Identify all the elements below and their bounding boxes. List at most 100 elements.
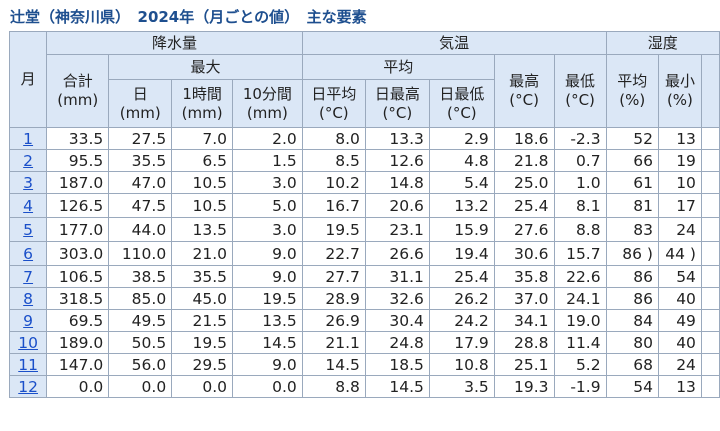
month-link[interactable]: 9 <box>23 311 34 330</box>
precip-day-label: 日 <box>132 84 148 103</box>
data-cell: 28.9 <box>301 287 366 310</box>
table-row: 12 0.0 0.0 0.0 0.0 8.8 14.5 3.5 19.3 -1.9 54 13 <box>8 375 720 398</box>
temp-day-mean-header: 日平均 (°C) <box>301 79 366 128</box>
data-cell: 47.0 <box>108 171 173 194</box>
precip-total-label: 合計 <box>62 72 93 90</box>
data-cell: 22.6 <box>553 265 607 288</box>
data-cell: 14.5 <box>364 375 430 398</box>
data-cell: 7.0 <box>171 127 234 150</box>
temp-max-unit: (°C) <box>509 91 539 109</box>
temp-day-max-label: 日最高 <box>374 84 420 103</box>
month-link[interactable]: 7 <box>23 267 34 286</box>
month-link[interactable]: 10 <box>18 333 38 352</box>
precip-total-unit: (mm) <box>57 91 99 109</box>
data-cell: 52 <box>605 127 659 150</box>
month-link[interactable]: 1 <box>23 129 34 148</box>
data-cell: 28.8 <box>493 331 555 354</box>
data-cell: 86 <box>605 265 659 288</box>
data-cell: 9.0 <box>232 241 303 266</box>
data-cell: 187.0 <box>46 171 110 194</box>
precip-total-header: 合計 (mm) <box>46 54 110 128</box>
precip-10m-header: 10分間 (mm) <box>232 79 303 128</box>
table-row: 11 147.0 56.0 29.5 9.0 14.5 18.5 10.8 25.1 5.2 68 2… <box>8 353 720 376</box>
truncated-cell <box>700 241 720 266</box>
month-link[interactable]: 6 <box>23 244 34 263</box>
data-cell: 10.2 <box>301 171 366 194</box>
data-cell: 25.4 <box>428 265 495 288</box>
data-cell: 13 <box>657 375 702 398</box>
month-link[interactable]: 11 <box>18 355 38 374</box>
data-cell: 54 <box>605 375 659 398</box>
month-cell: 1 <box>8 127 48 150</box>
humidity-min-label: 最小 <box>664 72 695 90</box>
month-link[interactable]: 3 <box>23 173 34 192</box>
month-cell: 12 <box>8 375 48 398</box>
truncated-cell <box>700 331 720 354</box>
data-cell: 23.1 <box>364 217 430 242</box>
month-link[interactable]: 5 <box>23 220 34 239</box>
data-cell: 9.0 <box>232 353 303 376</box>
data-cell: 10.5 <box>171 171 234 194</box>
table-row: 8 318.5 85.0 45.0 19.5 28.9 32.6 26.2 37.0 24.1 86… <box>8 287 720 310</box>
data-cell: 25.0 <box>493 171 555 194</box>
temperature-group-header: 気温 <box>301 31 607 55</box>
data-cell: 24.8 <box>364 331 430 354</box>
data-cell: 0.0 <box>108 375 173 398</box>
temp-min-header: 最低 (°C) <box>553 54 607 128</box>
month-link[interactable]: 12 <box>18 377 38 396</box>
month-link[interactable]: 4 <box>23 196 34 215</box>
data-cell: 3.0 <box>232 171 303 194</box>
table-row: 5 177.0 44.0 13.5 3.0 19.5 23.1 15.9 27.6 8.8 83 24 <box>8 217 720 242</box>
truncated-cell <box>700 193 720 218</box>
data-cell: 27.5 <box>108 127 173 150</box>
truncated-cell <box>700 171 720 194</box>
precip-1h-label: 1時間 <box>182 84 222 103</box>
monthly-data-body: 1 33.5 27.5 7.0 2.0 8.0 13.3 2.9 18.6 -2.3 52 13 2 95… <box>8 127 720 398</box>
precip-day-unit: (mm) <box>119 103 161 122</box>
data-cell: 31.1 <box>364 265 430 288</box>
temp-day-min-label: 日最低 <box>439 84 485 103</box>
temp-day-max-unit: (°C) <box>382 103 413 122</box>
humidity-mean-header: 平均 (%) <box>605 54 659 128</box>
data-cell: 8.8 <box>301 375 366 398</box>
data-cell: 110.0 <box>108 241 173 266</box>
month-link[interactable]: 8 <box>23 289 34 308</box>
data-cell: 8.1 <box>553 193 607 218</box>
data-cell: 14.5 <box>301 353 366 376</box>
data-cell: 37.0 <box>493 287 555 310</box>
month-link[interactable]: 2 <box>23 151 34 170</box>
data-cell: 26.9 <box>301 309 366 332</box>
data-cell: 33.5 <box>46 127 110 150</box>
data-cell: 49.5 <box>108 309 173 332</box>
data-cell: 29.5 <box>171 353 234 376</box>
data-cell: 1.5 <box>232 149 303 172</box>
month-cell: 11 <box>8 353 48 376</box>
data-cell: 15.9 <box>428 217 495 242</box>
data-cell: 147.0 <box>46 353 110 376</box>
data-cell: 35.8 <box>493 265 555 288</box>
data-cell: 26.6 <box>364 241 430 266</box>
data-cell: 13.2 <box>428 193 495 218</box>
precip-day-header: 日 (mm) <box>108 79 173 128</box>
data-cell: 17 <box>657 193 702 218</box>
temp-max-label: 最高 <box>509 72 540 90</box>
data-cell: 35.5 <box>171 265 234 288</box>
table-row: 1 33.5 27.5 7.0 2.0 8.0 13.3 2.9 18.6 -2.3 52 13 <box>8 127 720 150</box>
temp-day-min-header: 日最低 (°C) <box>428 79 495 128</box>
data-cell: 84 <box>605 309 659 332</box>
page-title: 辻堂（神奈川県） 2024年（月ごとの値） 主な要素 <box>10 8 367 26</box>
data-cell: 27.6 <box>493 217 555 242</box>
data-cell: 16.7 <box>301 193 366 218</box>
data-cell: 80 <box>605 331 659 354</box>
data-cell: 25.1 <box>493 353 555 376</box>
data-cell: 61 <box>605 171 659 194</box>
data-cell: 5.2 <box>553 353 607 376</box>
data-cell: 22.7 <box>301 241 366 266</box>
table-row: 10 189.0 50.5 19.5 14.5 21.1 24.8 17.9 28.8 11.4 8… <box>8 331 720 354</box>
truncated-cell <box>700 353 720 376</box>
month-cell: 10 <box>8 331 48 354</box>
data-cell: 69.5 <box>46 309 110 332</box>
monthly-data-table-container: 月 降水量 気温 湿度 合計 (mm) 最大 平均 最高 (°C) 最低 (°C… <box>8 31 720 398</box>
data-cell: 9.0 <box>232 265 303 288</box>
data-cell: 10 <box>657 171 702 194</box>
